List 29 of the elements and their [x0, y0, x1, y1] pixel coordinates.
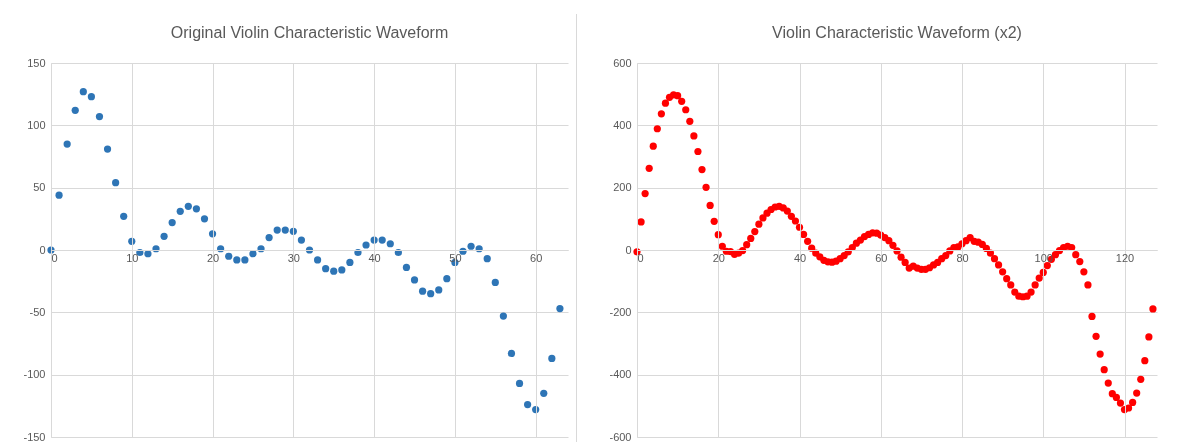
y-tick-label: -400 [609, 368, 632, 381]
x-tick-label: 40 [793, 251, 807, 264]
x-tick-label: 20 [206, 251, 220, 264]
y-tick-label: 0 [39, 243, 46, 256]
x-tick-label: 0 [637, 251, 644, 264]
y-tick-label: 600 [613, 56, 632, 69]
x-tick-label: 20 [712, 251, 725, 264]
x-tick-label: 30 [287, 251, 300, 264]
x-tick-label: 50 [449, 251, 462, 264]
y-tick-label: 50 [33, 181, 46, 194]
y-tick-label: 200 [613, 181, 632, 194]
y-tick-label: 0 [625, 243, 632, 256]
chart-title: Violin Characteristic Waveform (x2) [772, 24, 1022, 41]
y-tick-label: -150 [23, 430, 46, 442]
y-tick-label: 100 [27, 118, 46, 131]
y-tick-label: 150 [27, 56, 46, 69]
y-tick-label: -600 [609, 430, 632, 442]
x-tick-label: 80 [956, 251, 969, 264]
x-tick-label: 0 [51, 251, 58, 264]
y-tick-label: -200 [609, 305, 632, 318]
y-tick-label: -100 [23, 368, 46, 381]
x-tick-label: 120 [1115, 251, 1135, 264]
x-tick-label: 60 [875, 251, 888, 264]
x-tick-label: 60 [530, 251, 543, 264]
y-tick-label: 400 [613, 118, 632, 131]
x-tick-label: 40 [368, 251, 381, 264]
chart-title: Original Violin Characteristic Waveform [170, 24, 449, 41]
y-tick-label: -50 [29, 305, 46, 318]
x-tick-label: 10 [126, 251, 139, 264]
